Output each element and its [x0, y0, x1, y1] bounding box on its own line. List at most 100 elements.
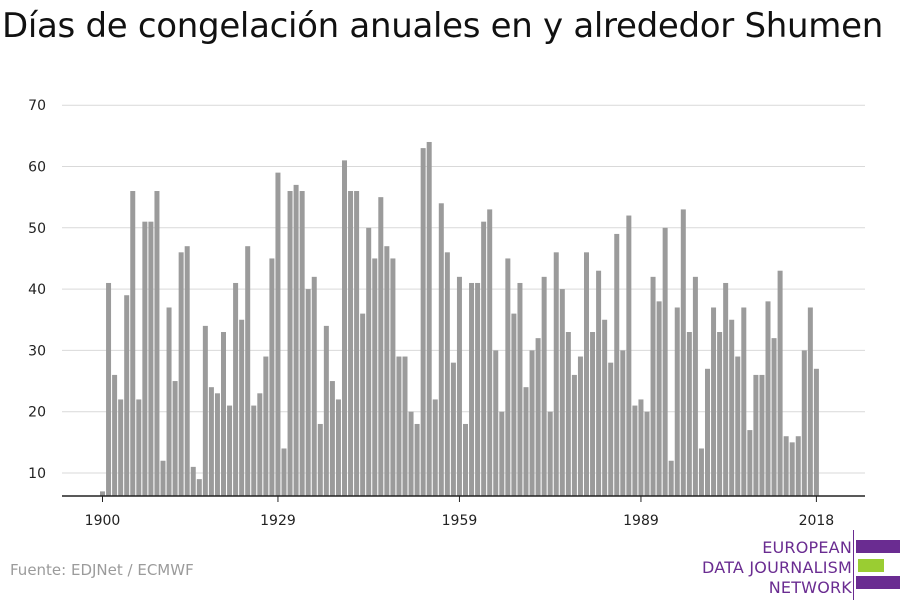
bar-1936	[317, 423, 323, 496]
bar-1904	[124, 295, 130, 496]
bar-1957	[444, 252, 450, 496]
y-tick-label: 60	[28, 160, 46, 176]
bar-1906	[136, 399, 142, 496]
bar-1992	[656, 301, 662, 496]
bar-2000	[705, 368, 710, 496]
bar-1968	[511, 313, 517, 496]
bar-1960	[463, 423, 468, 496]
bar-1914	[184, 246, 190, 496]
bar-2011	[771, 338, 777, 496]
bar-2016	[801, 350, 807, 496]
bar-1947	[384, 246, 390, 496]
x-tick-label: 2018	[799, 513, 835, 529]
bar-1998	[692, 276, 698, 496]
bar-1932	[293, 184, 299, 496]
bar-1939	[335, 399, 341, 496]
bar-1910	[160, 460, 166, 496]
bar-1938	[329, 381, 335, 496]
x-tick-label: 1989	[623, 513, 659, 529]
chart-title: Días de congelación anuales en y alreded…	[2, 6, 883, 46]
bar-1923	[239, 319, 245, 496]
bar-1937	[323, 325, 329, 496]
bar-1920	[221, 332, 226, 496]
bar-1989	[638, 399, 644, 496]
bar-1950	[402, 356, 408, 496]
bar-1933	[299, 191, 305, 496]
bar-2015	[795, 436, 801, 496]
bar-1928	[269, 258, 275, 496]
bar-1907	[142, 221, 148, 497]
bar-1965	[493, 350, 499, 496]
bar-2006	[741, 307, 747, 496]
x-tick-label: 1929	[260, 513, 296, 529]
bar-1954	[426, 141, 432, 497]
bar-1913	[178, 252, 184, 496]
bar-1940	[342, 160, 347, 496]
axes: 10 20 30 40 50 60 70 1900 1929 1959 1989 2018	[28, 98, 865, 529]
y-tick-label: 30	[28, 343, 46, 359]
bar-1984	[608, 362, 614, 496]
bar-1930	[281, 448, 287, 496]
bar-1917	[202, 325, 208, 496]
bar-1931	[287, 191, 293, 496]
bar-1956	[438, 203, 444, 496]
bar-2010	[765, 301, 771, 496]
bar-1905	[130, 191, 136, 496]
bar-1915	[190, 466, 196, 496]
bar-1918	[208, 387, 214, 496]
bar-2007	[747, 430, 753, 496]
bar-1966	[499, 411, 505, 496]
bar-1901	[106, 282, 112, 496]
bar-1941	[348, 191, 354, 496]
bar-1978	[571, 374, 577, 496]
bar-1924	[245, 246, 251, 496]
bar-1999	[698, 448, 704, 496]
bar-1929	[275, 172, 281, 496]
bar-1934	[305, 289, 311, 496]
bar-1955	[432, 399, 438, 496]
bar-1979	[577, 356, 583, 496]
y-tick-label: 50	[28, 221, 46, 237]
bar-1963	[481, 221, 487, 497]
y-tick-label: 40	[28, 282, 46, 298]
bar-1959	[456, 276, 462, 496]
bar-1946	[378, 197, 384, 496]
bars	[100, 141, 819, 497]
bar-1969	[517, 282, 523, 496]
x-tick-label: 1900	[85, 513, 121, 529]
bar-2017	[807, 307, 813, 496]
bar-1951	[408, 411, 414, 496]
y-tick-label: 70	[28, 98, 46, 114]
logo-text: EUROPEAN DATA JOURNALISM NETWORK	[702, 538, 852, 598]
bar-chart: 10 20 30 40 50 60 70 1900 1929 1959 1989 2018	[28, 98, 865, 529]
bar-1952	[414, 423, 420, 496]
bar-1942	[354, 191, 360, 496]
bar-1948	[390, 258, 396, 496]
logo-line-1: EUROPEAN	[762, 538, 852, 557]
bar-1944	[366, 227, 372, 497]
bar-1916	[196, 479, 202, 496]
bar-1973	[541, 276, 547, 496]
bar-1990	[644, 411, 650, 496]
logo-divider	[853, 530, 854, 600]
bar-1987	[626, 215, 632, 497]
bar-1986	[620, 350, 626, 496]
x-tick-label: 1959	[442, 513, 478, 529]
bar-1997	[686, 332, 692, 496]
bar-2013	[783, 436, 789, 496]
bar-1991	[650, 276, 656, 496]
edjnet-logo[interactable]: EUROPEAN DATA JOURNALISM NETWORK	[640, 530, 900, 600]
logo-bar-purple-top	[856, 540, 900, 553]
bar-1982	[596, 270, 602, 496]
bar-2004	[729, 319, 735, 496]
bar-2001	[711, 307, 717, 496]
bar-2005	[735, 356, 741, 496]
bar-2018	[813, 368, 819, 496]
bar-1976	[559, 289, 565, 496]
bar-1949	[396, 356, 402, 496]
bar-1972	[535, 338, 541, 496]
bar-1953	[420, 148, 426, 497]
logo-line-3: NETWORK	[768, 578, 852, 597]
bar-1943	[360, 313, 366, 496]
logo-bar-green	[856, 559, 900, 572]
